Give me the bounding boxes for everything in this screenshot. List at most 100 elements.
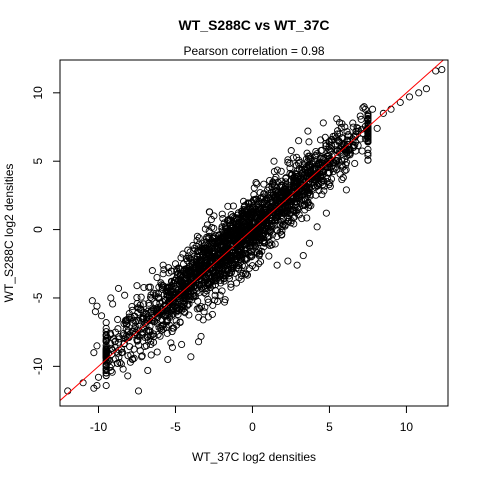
data-point bbox=[271, 205, 279, 213]
data-point bbox=[216, 249, 224, 257]
data-point bbox=[284, 213, 292, 222]
data-point bbox=[217, 242, 225, 250]
y-tick-label: 0 bbox=[31, 226, 45, 233]
data-point bbox=[316, 136, 325, 144]
data-point bbox=[220, 298, 229, 306]
data-point bbox=[153, 348, 161, 356]
data-point bbox=[193, 232, 201, 240]
data-point bbox=[105, 357, 113, 365]
data-point bbox=[217, 279, 225, 287]
data-point bbox=[203, 264, 211, 272]
data-point bbox=[303, 214, 311, 222]
data-point bbox=[253, 229, 262, 237]
data-point bbox=[259, 232, 267, 240]
x-tick-label: 10 bbox=[400, 420, 414, 434]
data-point bbox=[124, 352, 132, 360]
data-point bbox=[290, 206, 298, 214]
data-point bbox=[318, 159, 326, 167]
chart-subtitle: Pearson correlation = 0.98 bbox=[183, 44, 324, 58]
data-point bbox=[256, 189, 264, 197]
data-point bbox=[182, 266, 191, 274]
data-point bbox=[235, 265, 243, 273]
data-point bbox=[158, 316, 166, 324]
data-point bbox=[98, 312, 106, 320]
data-point bbox=[178, 283, 186, 291]
data-point bbox=[102, 371, 110, 380]
data-point bbox=[166, 287, 174, 295]
data-point bbox=[122, 321, 131, 329]
data-point bbox=[187, 256, 195, 264]
data-point bbox=[186, 288, 194, 296]
data-point bbox=[238, 207, 246, 215]
data-point bbox=[244, 221, 252, 229]
data-point bbox=[102, 324, 110, 332]
data-point bbox=[102, 328, 110, 336]
data-point bbox=[359, 104, 367, 112]
data-point bbox=[170, 279, 178, 287]
data-point bbox=[191, 282, 199, 290]
points-layer bbox=[64, 66, 446, 395]
data-point bbox=[243, 236, 251, 244]
y-axis: -10 -5 0 5 10 bbox=[31, 86, 61, 375]
data-point bbox=[205, 227, 213, 235]
data-point bbox=[115, 335, 123, 343]
y-tick-label: 10 bbox=[31, 86, 45, 100]
data-point bbox=[320, 187, 328, 195]
data-point bbox=[242, 206, 250, 214]
data-point bbox=[248, 252, 256, 260]
data-point bbox=[438, 66, 446, 74]
data-point bbox=[266, 228, 274, 236]
data-point bbox=[111, 355, 120, 363]
data-point bbox=[239, 197, 248, 205]
data-point bbox=[205, 234, 213, 243]
data-point bbox=[167, 267, 175, 275]
data-point bbox=[256, 258, 265, 266]
data-point bbox=[297, 199, 305, 207]
data-point bbox=[230, 217, 238, 225]
data-point bbox=[226, 269, 234, 277]
chart-title: WT_S288C vs WT_37C bbox=[179, 17, 330, 33]
data-point bbox=[262, 224, 270, 232]
data-point bbox=[167, 339, 175, 347]
data-point bbox=[259, 210, 267, 218]
data-point bbox=[216, 291, 224, 299]
data-point bbox=[102, 367, 110, 375]
data-point bbox=[369, 105, 377, 113]
data-point bbox=[208, 310, 216, 318]
data-point bbox=[286, 164, 294, 172]
data-point bbox=[281, 222, 289, 230]
data-point bbox=[152, 289, 160, 298]
data-point bbox=[186, 255, 195, 263]
data-point bbox=[354, 141, 362, 150]
data-point bbox=[237, 251, 245, 259]
data-point bbox=[291, 169, 299, 177]
data-point bbox=[281, 205, 289, 213]
data-point bbox=[303, 187, 311, 195]
data-point bbox=[93, 342, 101, 350]
data-point bbox=[211, 291, 219, 299]
data-point bbox=[193, 305, 201, 313]
data-point bbox=[270, 157, 278, 165]
data-point bbox=[120, 340, 128, 348]
data-point bbox=[284, 257, 292, 265]
data-point bbox=[218, 210, 226, 218]
data-point bbox=[355, 127, 363, 135]
data-point bbox=[228, 249, 236, 257]
data-point bbox=[304, 190, 312, 198]
data-point bbox=[102, 349, 110, 357]
data-point bbox=[241, 227, 249, 235]
data-point bbox=[305, 239, 313, 247]
data-point bbox=[354, 124, 362, 133]
data-point bbox=[141, 342, 149, 351]
data-point bbox=[178, 290, 186, 298]
data-point bbox=[128, 302, 136, 311]
data-point bbox=[295, 160, 303, 168]
data-point bbox=[260, 180, 268, 188]
data-point bbox=[102, 331, 110, 339]
data-point bbox=[146, 322, 154, 331]
data-point bbox=[201, 303, 209, 311]
data-point bbox=[205, 208, 213, 216]
data-point bbox=[255, 247, 263, 255]
data-point bbox=[170, 324, 178, 332]
